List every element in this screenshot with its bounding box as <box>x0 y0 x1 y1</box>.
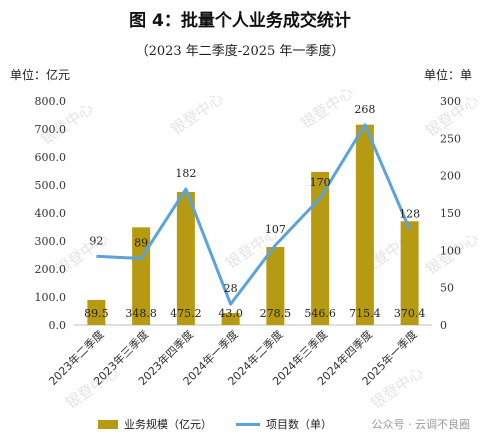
right-tick-label: 100 <box>440 244 461 257</box>
right-tick-label: 50 <box>440 282 454 295</box>
chart-subtitle: （2023 年二季度-2025 年一季度） <box>135 44 345 59</box>
right-axis-unit: 单位：单 <box>423 68 472 82</box>
watermark-text: 银登中心 <box>297 83 356 132</box>
line-value-label: 89 <box>134 237 148 250</box>
bar <box>176 191 195 325</box>
legend: 业务规模（亿元） 项目数（单） <box>98 416 332 432</box>
legend-bar-label: 业务规模（亿元） <box>124 418 212 431</box>
right-tick-label: 250 <box>440 132 461 145</box>
left-tick-label: 200.0 <box>35 263 67 276</box>
left-tick-label: 600.0 <box>35 151 67 164</box>
bar <box>311 171 330 325</box>
legend-bar-swatch <box>98 419 118 429</box>
left-axis-ticks: 0.0 100.0 200.0 300.0 400.0 500.0 600.0 700.0 80… <box>35 95 67 332</box>
left-tick-label: 300.0 <box>35 235 67 248</box>
bar-value-label: 348.8 <box>125 307 157 320</box>
line-value-label: 28 <box>224 282 238 295</box>
right-tick-label: 300 <box>440 95 461 108</box>
bar-value-label: 546.6 <box>304 307 336 320</box>
bar <box>266 247 285 325</box>
line-series <box>96 123 411 306</box>
bar-series <box>87 124 419 325</box>
line-value-label: 170 <box>310 176 331 189</box>
bar-value-label: 475.2 <box>170 307 202 320</box>
bar-value-label: 370.4 <box>394 307 426 320</box>
watermark-text: 银登中心 <box>167 89 226 138</box>
bar-value-label: 89.5 <box>84 307 109 320</box>
left-axis-unit: 单位：亿元 <box>10 68 71 82</box>
bar <box>355 124 374 325</box>
right-tick-label: 200 <box>440 170 461 183</box>
source-credit: 公众号 · 云调不良圈 <box>371 418 471 431</box>
left-tick-label: 400.0 <box>35 207 67 220</box>
right-axis-ticks: 0 50 100 150 200 250 300 <box>440 95 461 332</box>
bar <box>87 299 106 325</box>
line-value-label: 182 <box>175 167 196 180</box>
left-tick-label: 0.0 <box>49 319 67 332</box>
bar <box>400 221 419 325</box>
chart-title: 图 4：批量个人业务成交统计 <box>129 11 351 31</box>
bar-value-label: 43.0 <box>218 307 243 320</box>
line-value-label: 268 <box>354 103 375 116</box>
line-value-label: 128 <box>399 207 420 220</box>
legend-line-label: 项目数（单） <box>266 418 332 431</box>
legend-line-swatch <box>236 422 260 426</box>
line-data-labels: 92 89 182 28 107 170 268 128 <box>89 103 420 295</box>
line-value-label: 107 <box>265 223 286 236</box>
bar-value-label: 278.5 <box>260 307 292 320</box>
right-tick-label: 0 <box>440 319 447 332</box>
left-tick-label: 100.0 <box>35 291 67 304</box>
x-axis-ticks: 2023年二季度2023年三季度2023年四季度2024年一季度2024年二季度… <box>46 327 420 388</box>
right-tick-label: 150 <box>440 207 461 220</box>
left-tick-label: 800.0 <box>35 95 67 108</box>
bar-data-labels: 89.5 348.8 475.2 43.0 278.5 546.6 715.4 370.4 <box>84 307 425 320</box>
line-value-label: 92 <box>89 234 103 247</box>
left-tick-label: 500.0 <box>35 179 67 192</box>
left-tick-label: 700.0 <box>35 123 67 136</box>
bar <box>221 312 240 325</box>
bar-value-label: 715.4 <box>349 307 381 320</box>
